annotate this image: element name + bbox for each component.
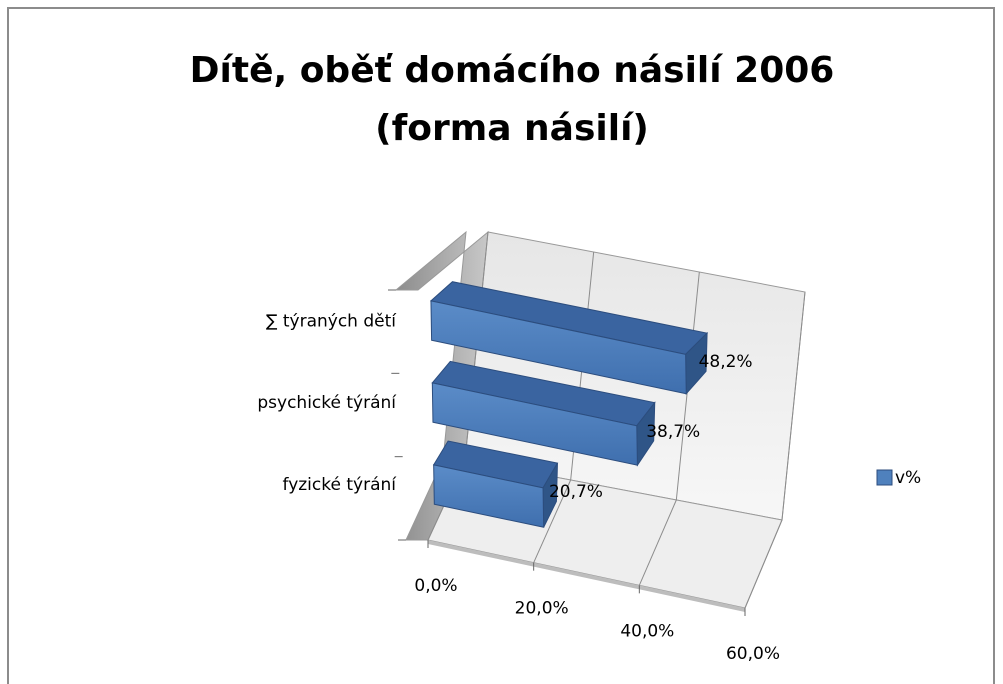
legend-label: v%: [895, 468, 921, 488]
data-label: 48,2%: [699, 352, 753, 372]
bar: [433, 464, 545, 528]
data-label: 20,7%: [549, 482, 603, 502]
y-tick-label: fyzické týrání: [283, 475, 398, 495]
x-tick-label: 0,0%: [414, 576, 457, 596]
y-tick-label: ∑ týraných dětí: [266, 311, 397, 331]
x-tick-label: 40,0%: [620, 621, 674, 641]
data-label: 38,7%: [646, 422, 700, 442]
grid-line: [744, 519, 783, 609]
grid-line: [533, 479, 572, 563]
chart-frame: [7, 7, 995, 684]
x-tick-label: 20,0%: [515, 599, 569, 619]
chart-title: Dítě, oběť domácího násilí 2006: [190, 50, 835, 91]
bar: [431, 382, 638, 466]
y-tick-label: psychické týrání: [257, 393, 397, 413]
chart-title: (forma násilí): [375, 108, 649, 149]
x-tick-label: 60,0%: [726, 644, 780, 664]
grid-line: [638, 499, 677, 586]
grid-line: [781, 291, 806, 521]
bar: [430, 300, 687, 395]
floor-front: [428, 540, 745, 612]
legend-swatch: [876, 469, 893, 486]
